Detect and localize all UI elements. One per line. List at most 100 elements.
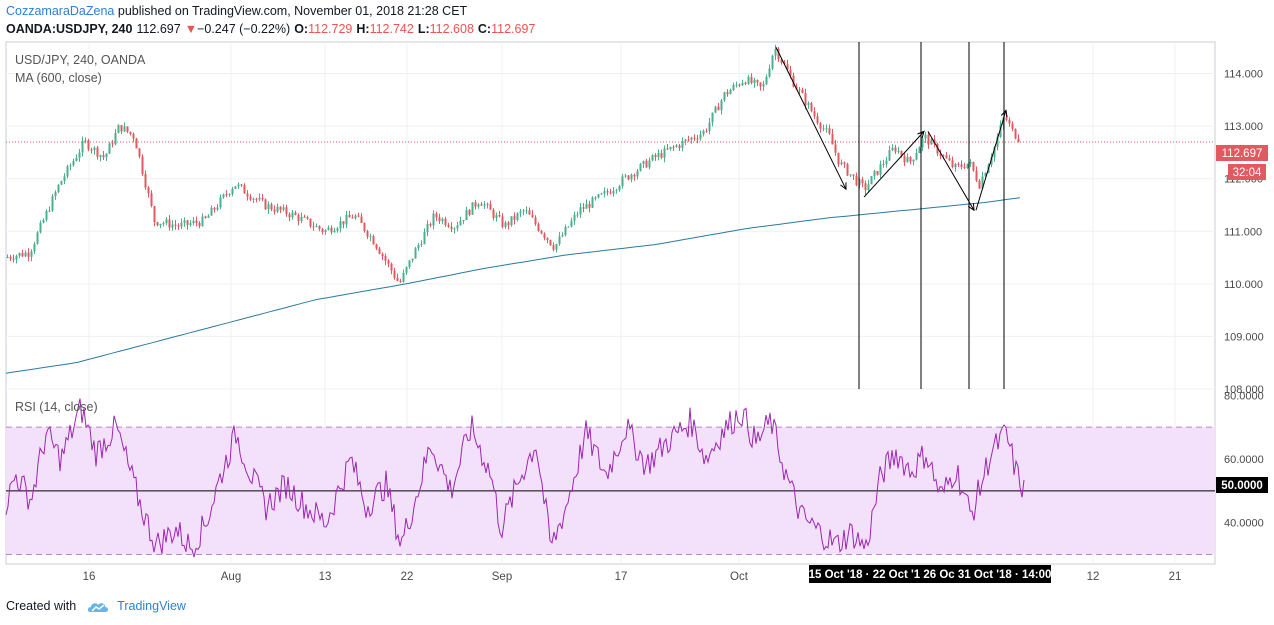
candle bbox=[423, 228, 426, 245]
candle-body bbox=[144, 173, 147, 188]
candle bbox=[9, 254, 12, 262]
candle-body bbox=[333, 230, 336, 233]
candle bbox=[132, 132, 135, 143]
candle bbox=[813, 107, 816, 120]
author-link[interactable]: CozzamaraDaZena bbox=[6, 4, 115, 18]
candle-body bbox=[672, 146, 675, 148]
candle-body bbox=[210, 207, 213, 216]
candle-body bbox=[819, 123, 822, 129]
candle-body bbox=[108, 143, 111, 154]
candle-body bbox=[189, 223, 192, 225]
rsi-axis[interactable]: 40.0000 60.0000 80.0000 bbox=[1224, 390, 1264, 529]
candle bbox=[429, 222, 432, 228]
candle-body bbox=[498, 215, 501, 217]
candle bbox=[114, 128, 117, 146]
candle-body bbox=[885, 160, 888, 164]
down-arrow-icon: ▼ bbox=[184, 22, 198, 36]
last-price-badge-text: 112.697 bbox=[1222, 148, 1263, 160]
candle-body bbox=[519, 211, 522, 214]
candle bbox=[510, 216, 513, 227]
candle bbox=[51, 194, 54, 212]
candle-body bbox=[1011, 123, 1014, 129]
candle bbox=[546, 237, 549, 244]
candle-body bbox=[480, 204, 483, 206]
candle bbox=[57, 184, 60, 194]
candle-body bbox=[984, 172, 987, 177]
tradingview-link[interactable]: TradingView bbox=[117, 599, 186, 613]
candle bbox=[483, 201, 486, 209]
candle bbox=[39, 220, 42, 234]
candle-body bbox=[60, 181, 63, 185]
candle-body bbox=[441, 218, 444, 222]
candle bbox=[642, 160, 645, 168]
candle bbox=[1017, 134, 1020, 143]
candle bbox=[561, 232, 564, 238]
candle bbox=[816, 112, 819, 125]
candle bbox=[411, 258, 414, 263]
candle bbox=[792, 72, 795, 88]
candle-body bbox=[762, 84, 765, 87]
candle-body bbox=[96, 147, 99, 157]
time-highlight-badge bbox=[809, 565, 1051, 583]
candle bbox=[117, 124, 120, 134]
candle-body bbox=[213, 207, 216, 210]
candle bbox=[564, 224, 567, 237]
candle bbox=[996, 133, 999, 151]
candle bbox=[831, 129, 834, 145]
candle-body bbox=[273, 209, 276, 212]
candle bbox=[396, 273, 399, 282]
candle bbox=[768, 64, 771, 78]
candle bbox=[327, 225, 330, 231]
candle bbox=[369, 233, 372, 242]
candle-body bbox=[537, 224, 540, 231]
candle bbox=[867, 179, 870, 193]
candle-body bbox=[990, 157, 993, 165]
candle-body bbox=[147, 187, 150, 194]
price-axis[interactable]: 108.000109.000110.000111.000112.000113.0… bbox=[1224, 69, 1264, 396]
candle-body bbox=[399, 280, 402, 282]
candle-body bbox=[822, 128, 825, 130]
candle-body bbox=[414, 248, 417, 259]
candle-body bbox=[945, 155, 948, 159]
candle-body bbox=[351, 217, 354, 219]
candle bbox=[741, 79, 744, 86]
candle bbox=[651, 154, 654, 162]
candle bbox=[675, 144, 678, 148]
candle bbox=[744, 81, 747, 86]
candle bbox=[192, 216, 195, 226]
candle bbox=[972, 161, 975, 172]
candle bbox=[279, 206, 282, 214]
candle bbox=[390, 262, 393, 275]
candle-body bbox=[402, 272, 405, 282]
candle-body bbox=[270, 204, 273, 210]
candle bbox=[12, 254, 15, 263]
candle-body bbox=[840, 162, 843, 165]
candle bbox=[135, 137, 138, 149]
candle-body bbox=[123, 126, 126, 132]
candle bbox=[672, 145, 675, 152]
candle-body bbox=[954, 163, 957, 168]
time-axis[interactable]: 16 Aug 13 22 Sep 17 Oct 12 21 bbox=[83, 571, 1182, 583]
candle bbox=[96, 145, 99, 160]
candle-body bbox=[522, 210, 525, 212]
candle bbox=[318, 225, 321, 232]
candle bbox=[558, 231, 561, 246]
candle-body bbox=[471, 202, 474, 215]
candle-body bbox=[837, 152, 840, 165]
candle bbox=[399, 278, 402, 283]
candle-body bbox=[186, 220, 189, 225]
annotation-arrowhead-icon bbox=[840, 182, 847, 191]
candle bbox=[120, 124, 123, 135]
candle bbox=[375, 243, 378, 251]
candle-body bbox=[384, 256, 387, 261]
candle-body bbox=[813, 111, 816, 117]
candle-body bbox=[153, 206, 156, 223]
candle-body bbox=[642, 160, 645, 164]
candle bbox=[357, 212, 360, 218]
candle-body bbox=[30, 251, 33, 257]
candle-body bbox=[255, 198, 258, 200]
candle-body bbox=[570, 220, 573, 227]
candle-body bbox=[645, 160, 648, 168]
candle-body bbox=[879, 164, 882, 175]
